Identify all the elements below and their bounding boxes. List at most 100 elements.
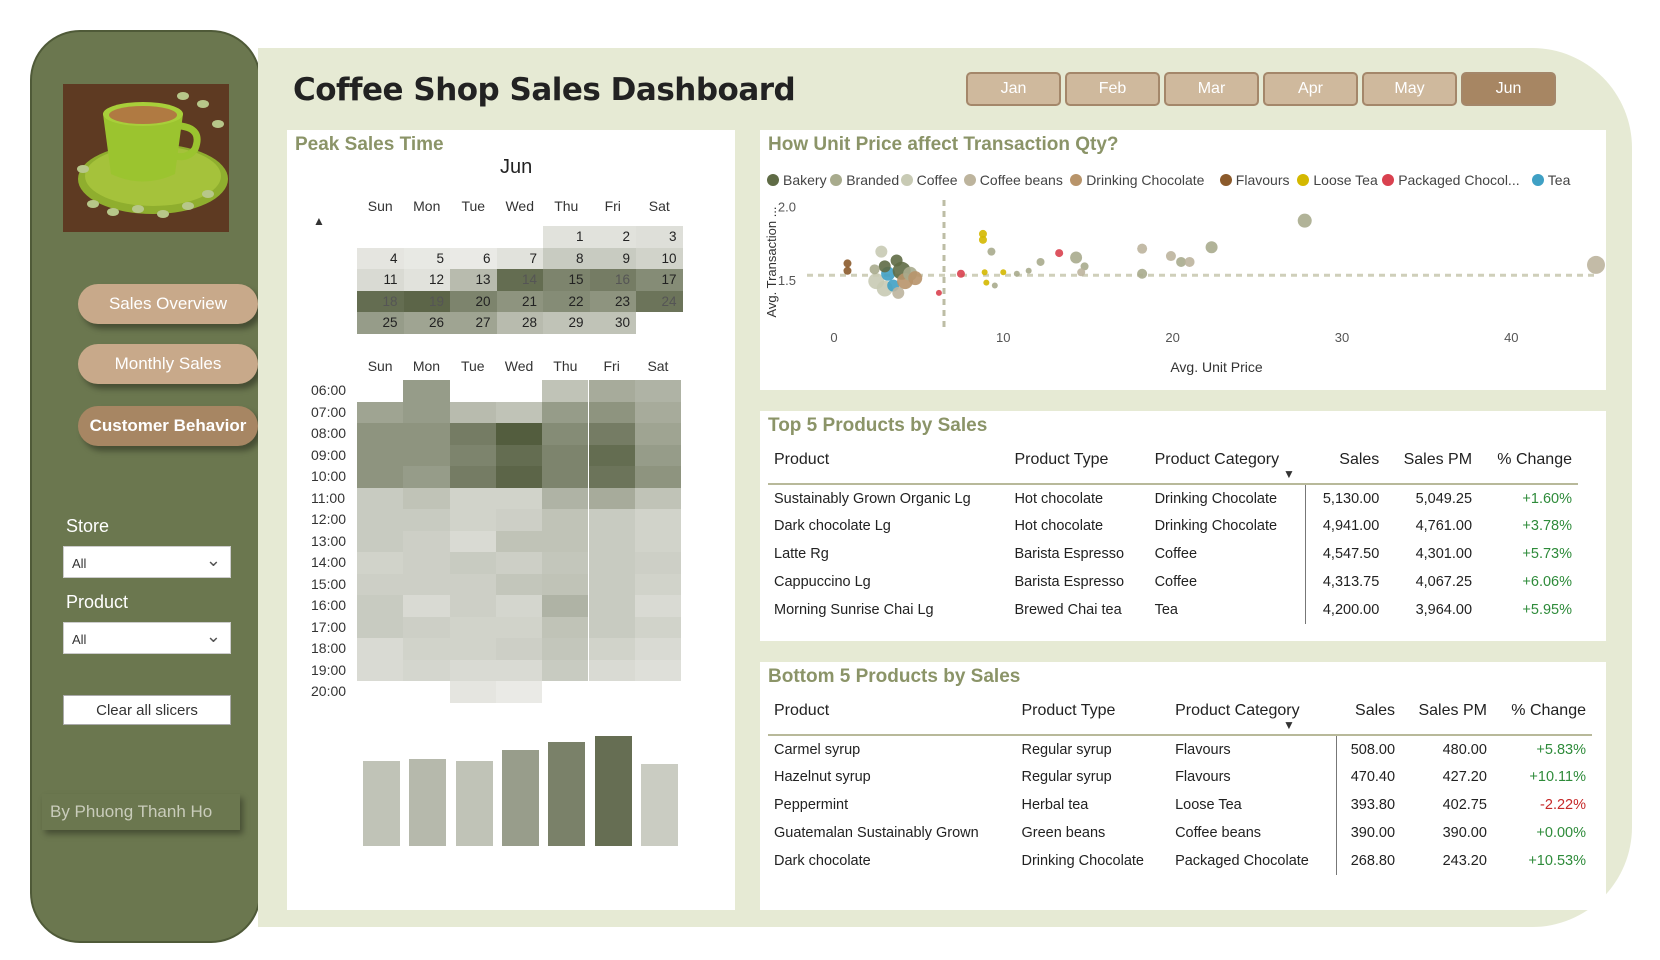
heatmap-cell[interactable] <box>588 380 635 402</box>
nav-customer-behavior-button[interactable]: Customer Behavior <box>78 406 258 446</box>
heatmap-cell[interactable] <box>357 595 404 617</box>
heatmap-cell[interactable] <box>357 616 404 638</box>
calendar-day-cell[interactable]: 28 <box>496 312 543 334</box>
calendar-day-cell[interactable]: 17 <box>636 269 683 291</box>
month-button-jan[interactable]: Jan <box>966 72 1061 106</box>
heatmap-cell[interactable] <box>634 509 682 531</box>
calendar-day-cell[interactable]: 9 <box>589 247 636 269</box>
heatmap-cell[interactable] <box>495 509 543 531</box>
heatmap-cell[interactable] <box>449 681 496 703</box>
heatmap-cell[interactable] <box>403 659 450 681</box>
heatmap-cell[interactable] <box>449 466 496 488</box>
heatmap-cell[interactable] <box>634 573 682 595</box>
heatmap-cell[interactable] <box>542 573 589 595</box>
scatter-point[interactable] <box>1137 268 1148 279</box>
weekday-bar[interactable] <box>455 761 493 846</box>
heatmap-cell[interactable] <box>495 466 543 488</box>
heatmap-cell[interactable] <box>634 423 682 445</box>
calendar-day-cell[interactable]: 26 <box>403 312 450 334</box>
scatter-point[interactable] <box>991 282 998 289</box>
heatmap-cell[interactable] <box>357 423 404 445</box>
heatmap-cell[interactable] <box>357 659 404 681</box>
legend-item[interactable]: Loose Tea <box>1297 172 1378 188</box>
heatmap-cell[interactable] <box>588 466 635 488</box>
heatmap-cell[interactable] <box>542 552 589 574</box>
scatter-point[interactable] <box>1080 262 1089 271</box>
scatter-point[interactable] <box>978 235 987 244</box>
heatmap-cell[interactable] <box>542 423 589 445</box>
calendar-day-cell[interactable]: 3 <box>636 226 683 248</box>
heatmap-cell[interactable] <box>449 616 496 638</box>
weekday-bar[interactable] <box>640 764 678 846</box>
heatmap-cell[interactable] <box>542 595 589 617</box>
table-row[interactable]: Carmel syrup Regular syrup Flavours 508.00 4… <box>768 735 1592 763</box>
heatmap-cell[interactable] <box>588 423 635 445</box>
heatmap-cell[interactable] <box>542 466 589 488</box>
heatmap-cell[interactable] <box>542 659 589 681</box>
month-button-feb[interactable]: Feb <box>1065 72 1160 106</box>
calendar-day-cell[interactable]: 14 <box>496 269 543 291</box>
weekday-bar[interactable] <box>409 759 447 846</box>
calendar-day-cell[interactable]: 27 <box>450 312 497 334</box>
heatmap-cell[interactable] <box>403 638 450 660</box>
heatmap-cell[interactable] <box>357 466 404 488</box>
heatmap-cell[interactable] <box>588 401 635 423</box>
heatmap-cell[interactable] <box>542 487 589 509</box>
heatmap-cell[interactable] <box>542 509 589 531</box>
column-header[interactable]: Product Type <box>1008 445 1149 485</box>
calendar-day-cell[interactable]: 2 <box>589 226 636 248</box>
heatmap-cell[interactable] <box>449 573 496 595</box>
scatter-point[interactable] <box>843 259 852 268</box>
heatmap-cell[interactable] <box>357 444 404 466</box>
calendar-day-cell[interactable]: 30 <box>589 312 636 334</box>
heatmap-cell[interactable] <box>403 380 450 402</box>
heatmap-cell[interactable] <box>495 552 543 574</box>
heatmap-cell[interactable] <box>588 509 635 531</box>
calendar-day-cell[interactable]: 4 <box>357 247 404 269</box>
legend-item[interactable]: Bakery <box>767 172 827 188</box>
scatter-point[interactable] <box>1184 256 1195 267</box>
scatter-point[interactable] <box>1025 267 1032 274</box>
column-header[interactable]: Product Category <box>1148 445 1306 485</box>
heatmap-cell[interactable] <box>588 638 635 660</box>
heatmap-cell[interactable] <box>403 423 450 445</box>
heatmap-cell[interactable] <box>495 487 543 509</box>
calendar-day-cell[interactable]: 13 <box>450 269 497 291</box>
heatmap-cell[interactable] <box>634 401 682 423</box>
legend-item[interactable]: Tea <box>1531 172 1570 188</box>
heatmap-cell[interactable] <box>634 552 682 574</box>
heatmap-cell[interactable] <box>403 552 450 574</box>
scatter-point[interactable] <box>1297 213 1312 228</box>
heatmap-cell[interactable] <box>357 552 404 574</box>
heatmap-cell[interactable] <box>542 380 589 402</box>
column-header[interactable]: % Change <box>1492 696 1592 736</box>
table-row[interactable]: Cappuccino Lg Barista Espresso Coffee 4,313… <box>768 568 1578 596</box>
heatmap-cell[interactable] <box>588 573 635 595</box>
heatmap-cell[interactable] <box>588 616 635 638</box>
heatmap-cell[interactable] <box>542 616 589 638</box>
heatmap-cell[interactable] <box>495 638 543 660</box>
table-row[interactable]: Guatemalan Sustainably Grown Green beans C… <box>768 819 1592 847</box>
calendar-day-cell[interactable]: 5 <box>403 247 450 269</box>
heatmap-cell[interactable] <box>495 681 543 703</box>
scatter-point[interactable] <box>981 269 988 276</box>
month-button-apr[interactable]: Apr <box>1263 72 1358 106</box>
weekday-bar[interactable] <box>548 742 586 846</box>
month-button-may[interactable]: May <box>1362 72 1457 106</box>
heatmap-cell[interactable] <box>588 487 635 509</box>
weekday-bar[interactable] <box>501 750 539 846</box>
heatmap-cell[interactable] <box>449 423 496 445</box>
table-row[interactable]: Morning Sunrise Chai Lg Brewed Chai tea Te… <box>768 596 1578 624</box>
scatter-point[interactable] <box>1036 257 1045 266</box>
store-select[interactable]: All ⌄ <box>63 546 231 578</box>
scatter-point[interactable] <box>978 229 987 238</box>
heatmap-cell[interactable] <box>449 401 496 423</box>
heatmap-cell[interactable] <box>403 466 450 488</box>
heatmap-cell[interactable] <box>449 509 496 531</box>
heatmap-cell[interactable] <box>495 573 543 595</box>
calendar-day-cell[interactable]: 10 <box>636 247 683 269</box>
scatter-point[interactable] <box>987 247 996 256</box>
scatter-point[interactable] <box>869 264 880 275</box>
scatter-point[interactable] <box>1000 269 1007 276</box>
scatter-point[interactable] <box>1587 255 1605 274</box>
